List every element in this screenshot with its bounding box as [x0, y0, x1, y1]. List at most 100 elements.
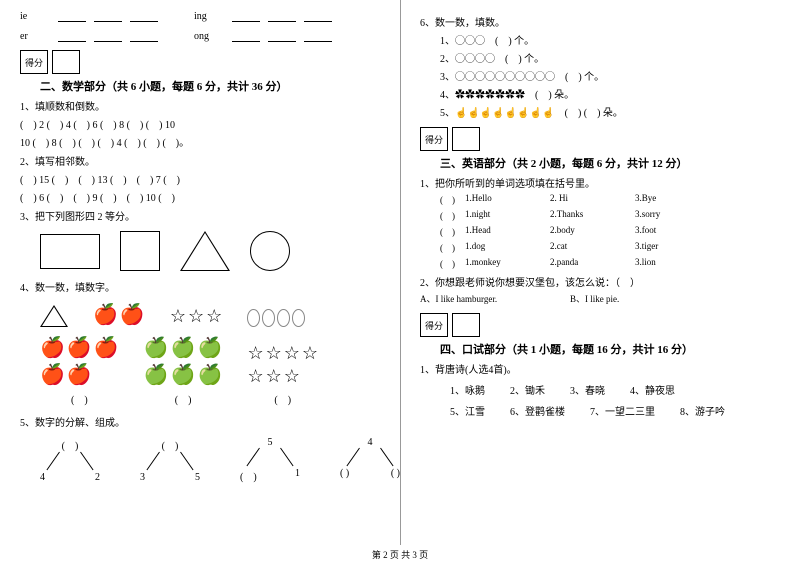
right-column: 6、数一数，填数。 1、◯◯◯ ( ) 个。 2、◯◯◯◯ ( ) 个。 3、◯… — [400, 0, 800, 565]
blank — [232, 10, 260, 22]
tree-top: 5 — [268, 437, 273, 448]
q1-seq1: ( ) 2 ( ) 4 ( ) 6 ( ) 8 ( ) ( ) 10 — [20, 116, 380, 131]
tree-2: ( ) 35 — [140, 437, 200, 483]
q4: 4、数一数，填数字。 — [20, 279, 380, 294]
tree-4: 4 ( )( ) — [340, 437, 400, 483]
section-3-title: 三、英语部分（共 2 小题，每题 6 分，共计 12 分） — [440, 155, 780, 171]
tree-br: 1 — [295, 468, 300, 483]
q6-item-4: 4、✿✿✿✿✿✿✿ ( ) 朵。 — [440, 86, 780, 101]
eng-row-3: ( )1.Head2.body3.foot — [440, 225, 780, 238]
q6: 6、数一数，填数。 — [420, 14, 780, 29]
score-label: 得分 — [420, 313, 448, 337]
tree-3: 5 ( ) 1 — [240, 437, 300, 483]
q2: 2、填写相邻数。 — [20, 153, 380, 168]
paren-blank: ( ) — [71, 391, 88, 406]
star-icon: ☆ — [284, 343, 300, 364]
apple-icon: 🍏 — [144, 362, 169, 387]
star-icon: ☆ — [188, 306, 204, 327]
count-ovals-4 — [247, 309, 305, 327]
score-box-2: 得分 — [420, 127, 780, 151]
q6-item-2: 2、◯◯◯◯ ( ) 个。 — [440, 50, 780, 65]
q6-item-1: 1、◯◯◯ ( ) 个。 — [440, 32, 780, 47]
q6-item-5: 5、☝☝☝☝☝☝☝☝ ( ) ( ) 朵。 — [440, 104, 780, 119]
score-blank — [452, 127, 480, 151]
tree-1: ( ) 42 — [40, 437, 100, 483]
poem-1: 1、咏鹅 — [450, 382, 485, 397]
eng-row-2: ( )1.night2.Thanks3.sorry — [440, 209, 780, 222]
count-stars-3: ☆☆☆ — [170, 306, 222, 327]
blank — [130, 30, 158, 42]
poem-2: 2、锄禾 — [510, 382, 545, 397]
apple-icon: 🍏 — [144, 335, 169, 360]
score-box-3: 得分 — [420, 313, 780, 337]
page-footer: 第 2 页 共 3 页 — [0, 548, 800, 561]
oval-icon — [247, 309, 260, 327]
poem-5: 5、江雪 — [450, 403, 485, 418]
blank — [268, 30, 296, 42]
oval-icon — [277, 309, 290, 327]
count-row-1: 🍎🍎 ☆☆☆ — [20, 302, 380, 327]
apple-icon: 🍎 — [67, 335, 92, 360]
poem-row-2: 5、江雪 6、登鹳雀楼 7、一望二三里 8、游子吟 — [420, 403, 780, 418]
tree-bl: ( ) — [240, 468, 257, 483]
star-icon: ☆ — [247, 343, 263, 364]
q1: 1、填顺数和倒数。 — [20, 98, 380, 113]
eng-row-5: ( )1.monkey2.panda3.lion — [440, 257, 780, 270]
star-icon: ☆ — [247, 366, 263, 387]
tree-top: 4 — [368, 437, 373, 448]
poem-row-1: 1、咏鹅 2、锄禾 3、春晓 4、静夜思 — [420, 382, 780, 397]
star-icon: ☆ — [284, 366, 300, 387]
small-triangle-icon — [40, 305, 68, 327]
section-4-title: 四、口试部分（共 1 小题，每题 16 分，共计 16 分） — [440, 341, 780, 357]
apple-icon: 🍎 — [40, 362, 65, 387]
tree-bl: ( ) — [340, 468, 349, 479]
blank — [130, 10, 158, 22]
count-triangle — [40, 305, 68, 327]
q1-seq2: 10 ( ) 8 ( ) ( ) ( ) 4 ( ) ( ) ( )。 — [20, 134, 380, 149]
q6-item-3: 3、◯◯◯◯◯◯◯◯◯◯ ( ) 个。 — [440, 68, 780, 83]
tree-br: 2 — [95, 472, 100, 483]
count-stars-7: ☆☆☆☆ ☆☆☆ ( ) — [247, 343, 318, 406]
q2-seq2: ( ) 6 ( ) ( ) 9 ( ) ( ) 10 ( ) — [20, 189, 380, 204]
tree-bl: 3 — [140, 472, 145, 483]
star-icon: ☆ — [206, 306, 222, 327]
q2-seq1: ( ) 15 ( ) ( ) 13 ( ) ( ) 7 ( ) — [20, 171, 380, 186]
q3: 3、把下列图形四 2 等分。 — [20, 208, 380, 223]
apple-icon: 🍎 — [67, 362, 92, 387]
triangle-shape — [180, 231, 230, 271]
poem-7: 7、一望二三里 — [590, 403, 655, 418]
paren-blank: ( ) — [175, 391, 192, 406]
pinyin-er: er — [20, 31, 50, 42]
oval-icon — [262, 309, 275, 327]
star-icon: ☆ — [170, 306, 186, 327]
paren-blank: ( ) — [274, 391, 291, 406]
blank — [304, 10, 332, 22]
score-blank — [452, 313, 480, 337]
pinyin-row-2: er ong — [20, 30, 380, 42]
apple-icon: 🍏 — [171, 335, 196, 360]
poem-4: 4、静夜思 — [630, 382, 675, 397]
s4-q1: 1、背唐诗(人选4首)。 — [420, 361, 780, 376]
pinyin-ie: ie — [20, 11, 50, 22]
score-blank — [52, 50, 80, 74]
count-apples-red-5: 🍎🍎🍎 🍎🍎 ( ) — [40, 335, 119, 406]
s3-q2: 2、你想跟老师说你想要汉堡包，该怎么说：（ ） — [420, 274, 780, 289]
blank — [58, 10, 86, 22]
star-icon: ☆ — [266, 366, 282, 387]
count-apples-2: 🍎🍎 — [93, 302, 145, 327]
apple-icon: 🍏 — [198, 362, 223, 387]
blank — [268, 10, 296, 22]
q5: 5、数字的分解、组成。 — [20, 414, 380, 429]
blank — [304, 30, 332, 42]
apple-icon: 🍎 — [93, 302, 118, 327]
score-box: 得分 — [20, 50, 380, 74]
tree-row: ( ) 42 ( ) 35 5 ( ) 1 4 ( ) ( ) — [20, 437, 380, 483]
blank — [94, 30, 122, 42]
section-2-title: 二、数学部分（共 6 小题，每题 6 分，共计 36 分） — [40, 78, 380, 94]
s3-q1: 1、把你所听到的单词选项填在括号里。 — [420, 175, 780, 190]
shapes-row — [20, 231, 380, 271]
poem-6: 6、登鹳雀楼 — [510, 403, 565, 418]
apple-icon: 🍏 — [198, 335, 223, 360]
left-column: ie ing er ong 得分 二、数学部分（共 6 小题，每题 6 分，共计… — [0, 0, 400, 565]
poem-8: 8、游子吟 — [680, 403, 725, 418]
